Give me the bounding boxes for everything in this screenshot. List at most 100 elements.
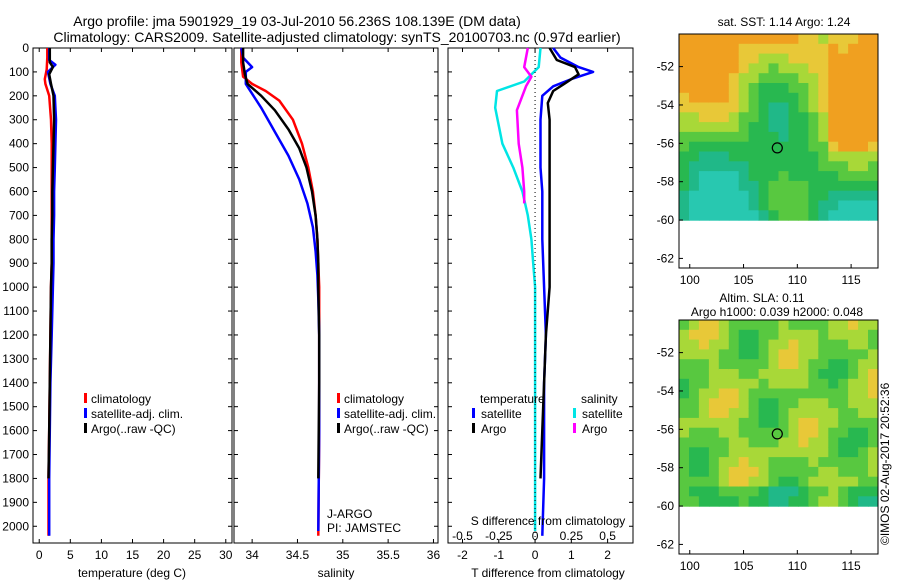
map-cell xyxy=(848,329,859,341)
map-cell xyxy=(808,378,819,390)
map-cell xyxy=(848,427,859,439)
map-cell xyxy=(848,378,859,390)
y-tick-label: 2000 xyxy=(2,519,29,533)
sla-map-panel: Altim. SLA: 0.11 Argo h1000: 0.039 h2000… xyxy=(657,291,879,573)
map-cell xyxy=(808,43,819,55)
y-tick-label: 800 xyxy=(9,232,29,246)
map-cell xyxy=(758,34,770,45)
map-cell xyxy=(838,349,849,360)
map-cell xyxy=(828,388,839,399)
map-cell xyxy=(718,171,730,182)
map-cell xyxy=(738,417,750,429)
map-cell xyxy=(858,141,869,153)
map-cell xyxy=(818,388,829,399)
map-cell xyxy=(848,388,859,399)
map-cell xyxy=(818,102,829,113)
map-cell xyxy=(858,496,869,507)
map-cell xyxy=(838,53,849,64)
map-cell xyxy=(718,457,730,468)
y-tick-label: -62 xyxy=(657,537,675,551)
map-cell xyxy=(679,190,690,202)
map-cell xyxy=(698,417,710,429)
map-cell xyxy=(748,359,760,370)
map-cell xyxy=(798,329,809,341)
x-tick-label: 115 xyxy=(842,273,861,287)
map-cell xyxy=(768,190,779,202)
map-cell xyxy=(758,180,770,192)
map-cell xyxy=(728,417,740,429)
map-cell xyxy=(689,63,700,74)
map-cell xyxy=(868,378,879,390)
map-cell xyxy=(689,417,700,429)
map-cell xyxy=(868,457,879,468)
map-cell xyxy=(808,496,819,507)
map-cell xyxy=(758,378,770,390)
map-cell xyxy=(748,408,760,419)
map-cell xyxy=(768,92,779,104)
y-tick-label: -60 xyxy=(657,499,675,513)
x-tick-label: 2 xyxy=(604,548,611,562)
map-cell xyxy=(778,466,789,478)
map-cell xyxy=(838,427,849,439)
map-cell xyxy=(798,43,809,55)
map-cell xyxy=(778,437,789,448)
map-cell xyxy=(738,200,750,211)
x-tick-label: 34 xyxy=(245,548,259,562)
legend-label-argo: Argo(..raw -QC) xyxy=(91,422,176,436)
map-cell xyxy=(828,437,839,448)
map-cell xyxy=(689,210,700,221)
map-cell xyxy=(788,476,799,488)
map-cell xyxy=(738,427,750,439)
map-cell xyxy=(798,320,809,331)
map-cell xyxy=(708,320,720,331)
map-cell xyxy=(708,200,720,211)
map-cell xyxy=(738,161,750,172)
map-cell xyxy=(728,83,740,94)
map-cell xyxy=(808,349,819,360)
map-cell xyxy=(679,34,690,45)
map-cell xyxy=(828,180,839,192)
map-cell xyxy=(838,102,849,113)
map-cell xyxy=(828,43,839,55)
map-cell xyxy=(868,486,879,497)
y-tick-label: 1000 xyxy=(2,280,29,294)
map-cell xyxy=(698,437,710,448)
difference-lines xyxy=(493,47,595,543)
map-cell xyxy=(738,320,750,331)
map-cell xyxy=(838,476,849,488)
map-cell xyxy=(798,378,809,390)
map-cell xyxy=(868,131,879,143)
difference-legend: temperature salinity satellite Argo sate… xyxy=(472,392,623,436)
map-cell xyxy=(698,320,710,331)
map-cell xyxy=(778,43,789,55)
map-cell xyxy=(748,151,760,162)
temperature-plot-frame xyxy=(32,47,233,544)
map-cell xyxy=(768,496,779,507)
map-cell xyxy=(718,486,730,497)
map-cell xyxy=(858,359,869,370)
map-cell xyxy=(679,102,690,113)
legend-title-temperature: temperature xyxy=(480,392,545,406)
map-cell xyxy=(728,190,740,202)
map-cell xyxy=(808,171,819,182)
map-cell xyxy=(698,427,710,439)
map-cell xyxy=(708,447,720,458)
map-cell xyxy=(798,200,809,211)
map-cell xyxy=(679,329,690,341)
map-cell xyxy=(718,398,730,409)
map-cell xyxy=(838,122,849,133)
map-cell xyxy=(778,190,789,202)
sst-map-frame xyxy=(678,33,879,269)
map-cell xyxy=(778,112,789,123)
x-tick-label: 36 xyxy=(427,548,441,562)
map-cell xyxy=(718,200,730,211)
series-line-temperature-argo xyxy=(539,47,580,479)
map-cell xyxy=(868,180,879,192)
map-cell xyxy=(808,102,819,113)
map-cell xyxy=(698,102,710,113)
map-cell xyxy=(778,447,789,458)
y-tick-label: 100 xyxy=(9,65,29,79)
y-tick-label: 1200 xyxy=(2,328,29,342)
map-cell xyxy=(728,369,740,380)
